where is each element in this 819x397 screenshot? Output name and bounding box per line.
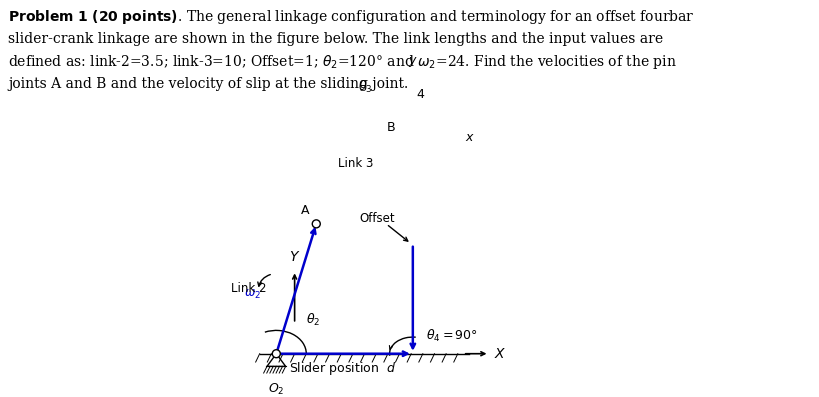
Bar — [399, 107, 427, 134]
Text: $\mathbf{Problem\ 1\ (20\ points)}$. The general linkage configuration and termi: $\mathbf{Problem\ 1\ (20\ points)}$. The… — [8, 8, 695, 91]
Text: Link 3: Link 3 — [338, 157, 373, 170]
Text: B: B — [387, 121, 396, 134]
Circle shape — [312, 220, 320, 228]
Text: $x$: $x$ — [465, 131, 475, 144]
Text: $\theta_2$: $\theta_2$ — [306, 312, 320, 328]
Text: $y$: $y$ — [408, 55, 418, 69]
Bar — [399, 107, 427, 167]
Circle shape — [408, 132, 419, 143]
Text: A: A — [301, 204, 309, 217]
Text: $X$: $X$ — [495, 347, 507, 361]
Text: 4: 4 — [416, 88, 424, 101]
Text: $O_2$: $O_2$ — [268, 382, 284, 397]
Circle shape — [272, 350, 280, 358]
Text: Link 2: Link 2 — [231, 282, 266, 295]
Text: $\theta_4 = 90°$: $\theta_4 = 90°$ — [426, 328, 478, 345]
Circle shape — [411, 135, 415, 139]
Text: $\theta_3$: $\theta_3$ — [358, 79, 373, 95]
Text: $Y$: $Y$ — [289, 250, 301, 264]
Text: $\omega_2$: $\omega_2$ — [244, 288, 261, 301]
Text: Offset: Offset — [360, 212, 396, 225]
Text: Slider position  $d$: Slider position $d$ — [289, 360, 396, 377]
